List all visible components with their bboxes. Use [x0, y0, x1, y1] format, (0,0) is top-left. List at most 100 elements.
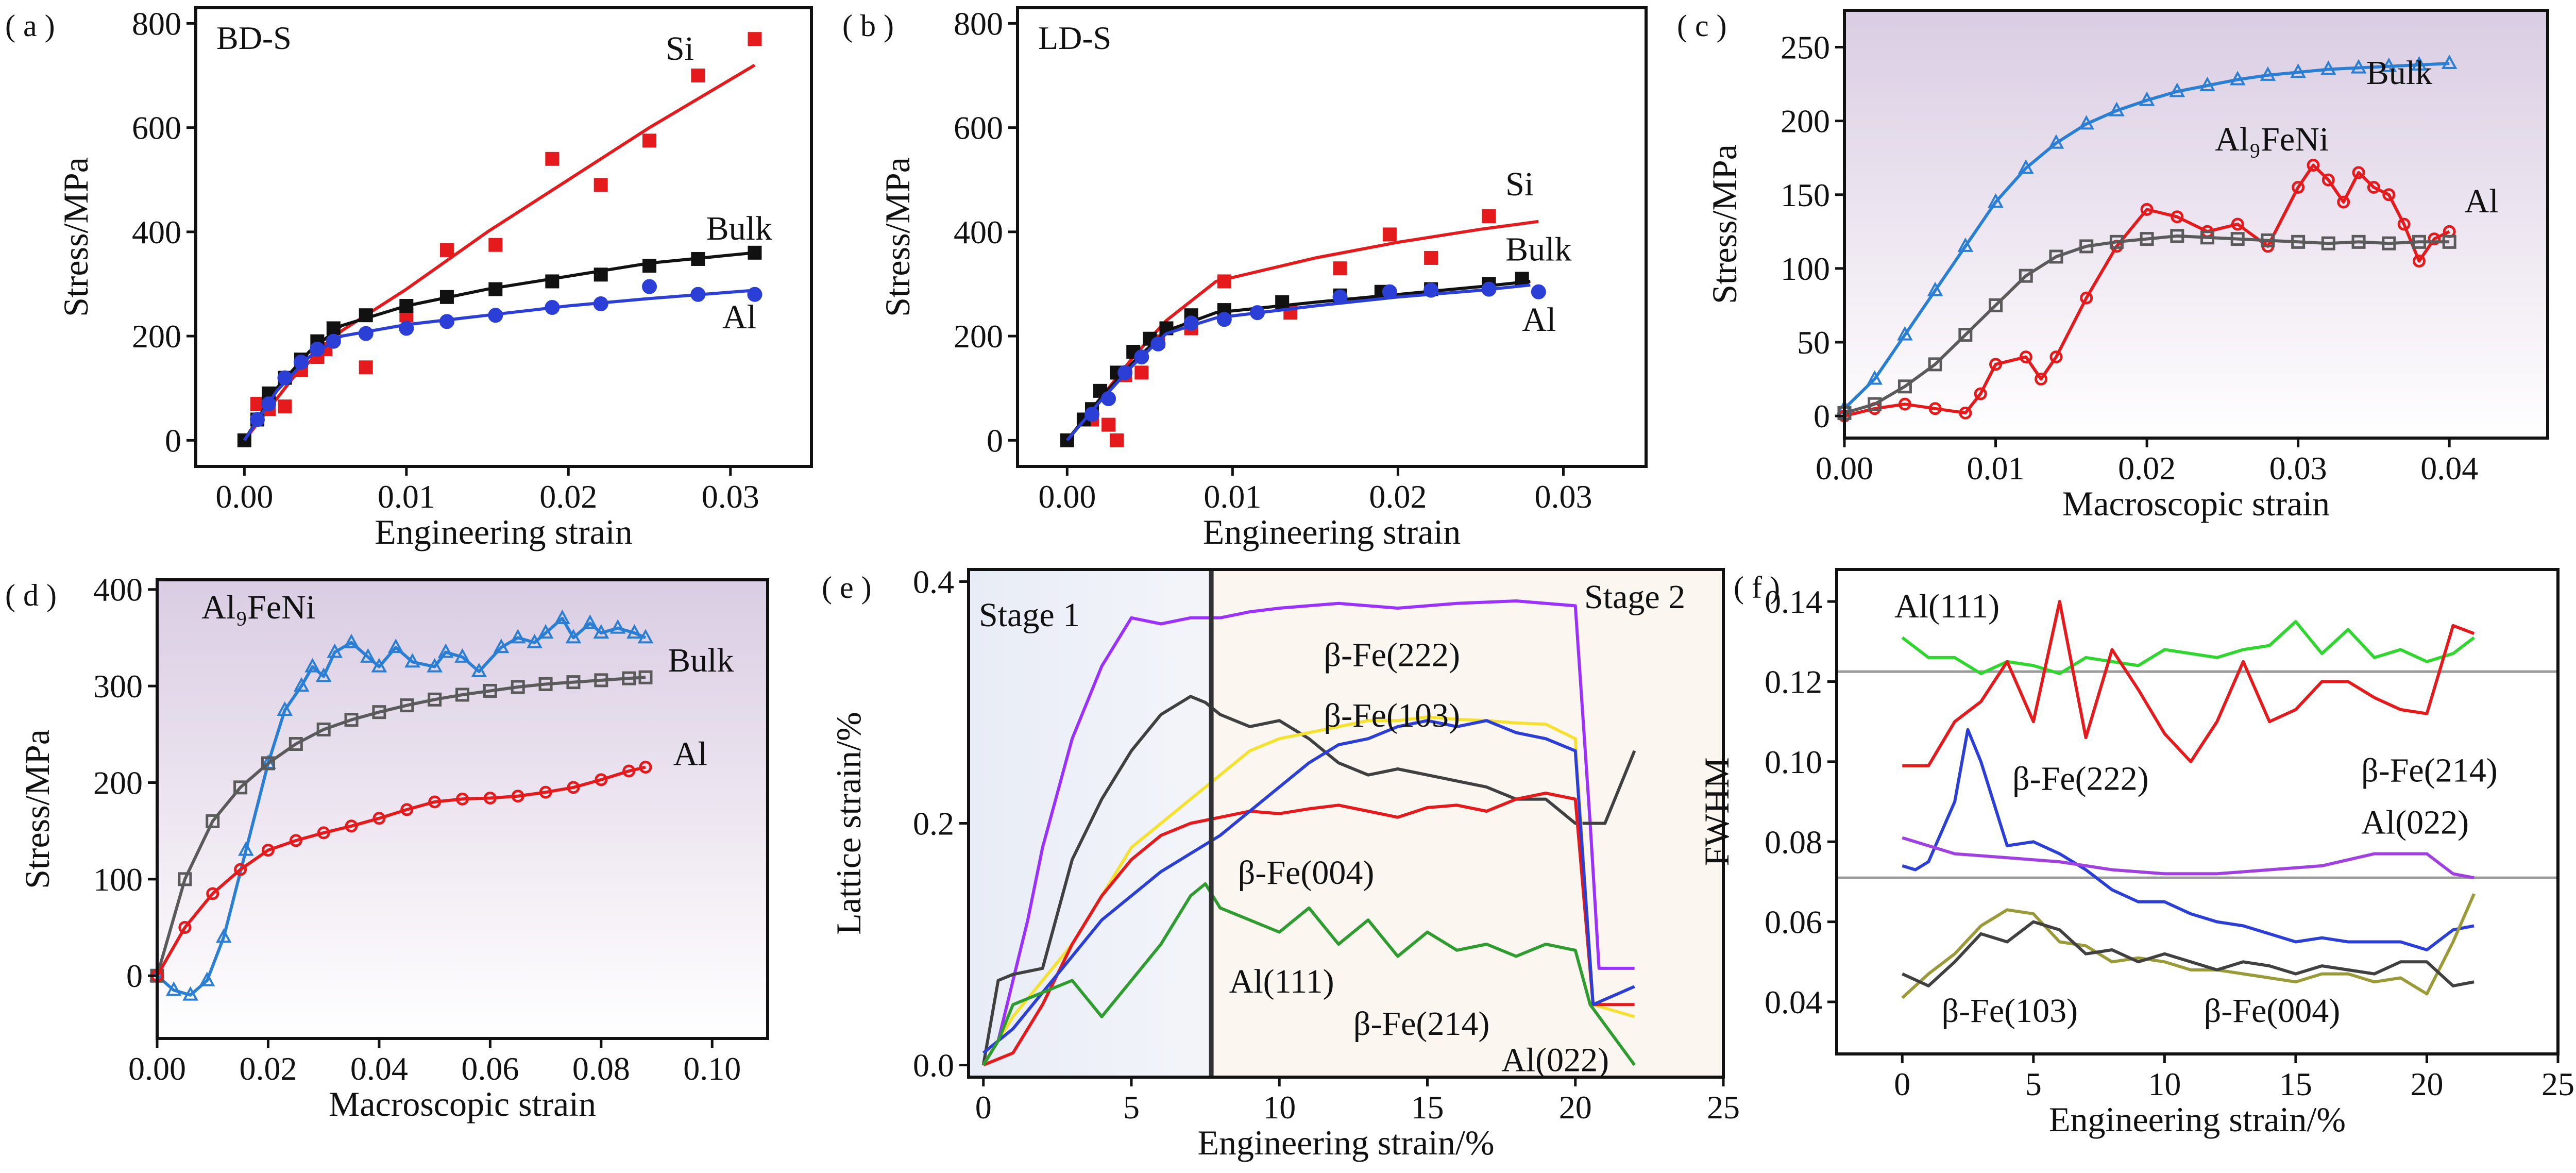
series-d-0-point-2	[182, 986, 199, 1001]
stage2-label: Stage 2	[1584, 578, 1685, 616]
annotation-f-5: β-Fe(004)	[2204, 992, 2341, 1030]
series-e-5-line	[982, 882, 1636, 1066]
series-c-1-point-25	[2412, 255, 2426, 268]
y-tick-label-c-5: 250	[1781, 29, 1830, 66]
series-c-2-point-15	[2291, 234, 2306, 249]
series-b-2-point-6	[1216, 312, 1232, 327]
series-d-1-point-1	[178, 872, 192, 886]
series-c-2-point-2	[1897, 379, 1912, 394]
y-tick-label-b-4: 800	[954, 5, 1003, 42]
annotation-e-2: β-Fe(004)	[1238, 854, 1375, 892]
x-tick-label-f-4: 20	[2410, 1066, 2443, 1102]
y-tick-label-c-4: 200	[1781, 103, 1830, 140]
series-d-2-point-4	[261, 844, 275, 857]
series-b-0-label: Si	[1505, 165, 1534, 203]
series-d-2-point-10	[428, 795, 442, 809]
series-a-2-point-9	[488, 308, 503, 323]
series-b-2-point-11	[1481, 281, 1497, 297]
y-tick-label-a-3: 600	[132, 110, 181, 146]
annotation-f-0: Al(111)	[1894, 588, 1999, 625]
x-axis-label-a: Engineering strain	[375, 512, 632, 551]
series-c-1-point-23	[2382, 188, 2396, 202]
series-c-0-point-13	[2229, 71, 2246, 86]
series-d-2-point-15	[567, 781, 580, 794]
series-d-1-point-4	[261, 756, 275, 770]
series-c-2-point-18	[2382, 236, 2396, 250]
series-a-2-label: Al	[722, 298, 756, 336]
series-d-1-point-15	[566, 675, 581, 690]
series-d-0-point-4	[215, 928, 232, 943]
series-c-2-point-3	[1928, 357, 1942, 372]
panel-d: Al₉FeNi Bulk Al 0.00 0.02 0.04 0.06 0.08 0.10 0 10…	[5, 572, 769, 1124]
series-c-1-point-13	[2171, 210, 2184, 224]
series-a-0-point-10	[545, 152, 560, 166]
y-tick-label-a-0: 0	[165, 422, 181, 459]
series-e-0-line	[982, 599, 1635, 1066]
series-b-0-point-1	[1101, 417, 1116, 432]
series-c-0-point-15	[2290, 63, 2307, 78]
series-c-2-point-8	[2079, 239, 2094, 254]
x-tick-label-e-1: 5	[1123, 1089, 1140, 1126]
series-b-2-point-10	[1423, 282, 1439, 298]
series-c-2-point-19	[2412, 234, 2426, 249]
annotation-e-0: β-Fe(222)	[1324, 636, 1460, 674]
series-a-2-point-10	[545, 300, 560, 315]
series-d-1-point-6	[316, 722, 331, 736]
panel-e: Stage 1 Stage 2 β-Fe(222) β-Fe(103) β-Fe(004…	[822, 563, 1740, 1162]
series-a-1-label: Bulk	[706, 210, 772, 247]
x-tick-label-c-1: 0.01	[1967, 450, 2025, 487]
series-c-2-point-13	[2230, 232, 2245, 246]
x-tick-label-e-5: 25	[1707, 1089, 1740, 1126]
y-axis-label-e: Lattice strain/%	[829, 712, 868, 934]
y-tick-label-c-2: 100	[1781, 250, 1830, 287]
series-e-4-line	[982, 719, 1635, 1054]
annotation-f-4: β-Fe(103)	[1942, 992, 2078, 1030]
series-b-1-line	[1065, 280, 1531, 442]
series-d-2-label: Al	[673, 735, 707, 773]
series-d-1-point-5	[289, 737, 303, 751]
series-c-2-line	[1844, 234, 2450, 415]
y-axis-label-b: Stress/MPa	[878, 157, 917, 317]
series-c-0-point-20	[2441, 54, 2458, 70]
series-a-1-point-8	[399, 299, 414, 313]
series-d-2-point-2	[206, 887, 219, 900]
series-c-0-point-10	[2139, 91, 2155, 106]
series-b-1-point-10	[1275, 295, 1290, 309]
series-e-3-line	[982, 791, 1635, 1067]
series-d-2-line	[156, 765, 646, 977]
series-c-1-point-5	[1974, 387, 1987, 400]
series-c-0-line	[1843, 62, 2450, 410]
series-c-2-label: Al	[2465, 182, 2499, 220]
stage2-region	[1211, 569, 1723, 1077]
series-d-2-point-3	[234, 863, 247, 876]
series-a-2-point-1	[261, 396, 277, 412]
series-c-0-point-16	[2320, 60, 2336, 75]
series-b-1-point-15	[1515, 272, 1529, 286]
series-f-1-line	[1902, 600, 2475, 767]
x-tick-label-c-2: 0.02	[2118, 450, 2176, 487]
series-d-0-point-18	[437, 643, 454, 658]
series-d-0-point-5	[238, 841, 254, 856]
x-tick-label-b-2: 0.02	[1369, 478, 1427, 515]
panel-title-a: BD-S	[216, 20, 292, 56]
series-c-0-point-11	[2169, 82, 2185, 97]
panel-a-frame	[194, 6, 813, 468]
annotation-e-4: β-Fe(214)	[1353, 1005, 1490, 1043]
annotation-f-1: β-Fe(214)	[2361, 752, 2498, 790]
x-tick-label-a-0: 0.00	[215, 478, 273, 515]
series-a-2-point-0	[250, 412, 265, 427]
series-c-0-point-8	[2078, 115, 2095, 130]
y-tick-label-c-3: 150	[1781, 177, 1830, 213]
y-tick-label-e-2: 0.4	[913, 563, 954, 600]
x-tick-label-d-5: 0.10	[683, 1050, 741, 1087]
series-a-2-point-12	[642, 279, 657, 294]
series-d-2-point-5	[289, 834, 302, 847]
series-b-2-point-4	[1150, 336, 1166, 351]
series-c-2-point-1	[1868, 397, 1882, 411]
x-tick-label-a-3: 0.03	[702, 478, 759, 515]
y-tick-label-f-1: 0.06	[1765, 904, 1822, 941]
series-c-1-point-24	[2397, 217, 2411, 231]
y-tick-label-d-3: 300	[93, 668, 143, 705]
y-tick-label-f-2: 0.08	[1765, 824, 1822, 860]
